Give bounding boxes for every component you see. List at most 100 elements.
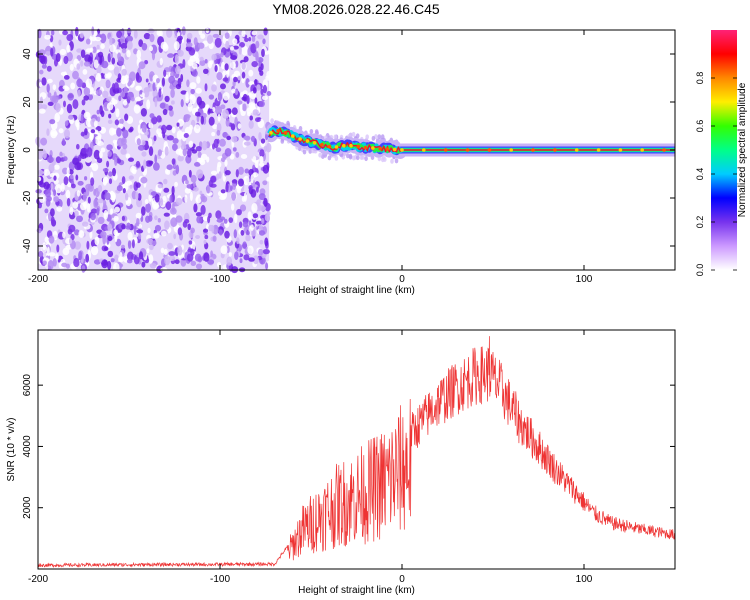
track-halo-blob [394, 158, 399, 164]
noise-blob [113, 262, 120, 273]
spectrogram-y-tick-label: 40 [22, 48, 33, 60]
noise-blob [241, 71, 246, 79]
noise-blob [108, 113, 112, 119]
spectrogram-x-tick-label: 0 [399, 274, 405, 285]
noise-blob [203, 68, 209, 75]
noise-blob [216, 129, 221, 136]
track-peak-dot [269, 130, 273, 135]
noise-blob [200, 153, 208, 161]
noise-blob [105, 79, 111, 89]
noise-blob [177, 35, 183, 41]
noise-blob [154, 193, 160, 203]
track-peak-dot [356, 144, 361, 149]
noise-blob [91, 163, 99, 172]
noise-blob [230, 55, 238, 60]
noise-blob [144, 60, 149, 65]
noise-blob [133, 29, 138, 39]
noise-blob [256, 84, 261, 92]
noise-blob [244, 37, 249, 42]
noise-blob [89, 47, 94, 53]
noise-blob [262, 84, 267, 94]
noise-blob [94, 135, 102, 145]
noise-blob [186, 79, 190, 88]
noise-blob [83, 111, 91, 120]
noise-blob [120, 148, 127, 155]
noise-blob [106, 102, 114, 111]
noise-blob [224, 32, 230, 39]
noise-blob [159, 197, 164, 206]
noise-blob [169, 109, 174, 117]
noise-blob [111, 193, 116, 203]
noise-blob [176, 122, 180, 127]
noise-blob [64, 129, 70, 139]
noise-blob [163, 69, 167, 78]
noise-blob [154, 224, 162, 232]
noise-blob [188, 240, 193, 245]
noise-blob [247, 211, 252, 221]
noise-blob [171, 203, 175, 213]
noise-blob [92, 46, 97, 54]
noise-blob [163, 187, 170, 193]
noise-blob [145, 203, 152, 213]
noise-blob [101, 259, 108, 269]
noise-blob [75, 174, 79, 181]
noise-blob [125, 193, 129, 201]
noise-blob [242, 221, 249, 228]
noise-blob [228, 217, 234, 224]
noise-blob [48, 235, 55, 244]
noise-blob [119, 36, 126, 44]
noise-blob [157, 184, 164, 189]
noise-blob [56, 206, 63, 212]
noise-blob [195, 235, 201, 239]
noise-blob [195, 111, 201, 117]
noise-blob [76, 143, 80, 150]
noise-blob [175, 215, 183, 223]
noise-blob [149, 74, 154, 82]
noise-blob [50, 128, 58, 139]
noise-blob [201, 140, 208, 151]
noise-blob [87, 196, 91, 204]
noise-blob [162, 108, 168, 116]
noise-blob [114, 206, 120, 213]
noise-blob [58, 39, 62, 46]
noise-blob [99, 33, 107, 44]
noise-blob [204, 83, 208, 92]
noise-blob [185, 180, 189, 185]
noise-blob [259, 149, 265, 158]
noise-blob [242, 103, 247, 112]
noise-blob [224, 148, 232, 157]
snr-y-tick-label: 6000 [22, 374, 33, 397]
noise-blob [255, 160, 259, 169]
noise-blob [156, 265, 164, 274]
noise-blob [121, 68, 127, 76]
noise-blob [110, 258, 115, 263]
noise-blob [44, 208, 49, 214]
noise-blob [117, 73, 122, 81]
noise-blob [93, 188, 97, 196]
noise-blob [53, 189, 57, 197]
track-peak-dot [443, 148, 448, 152]
track-halo-blob [352, 155, 356, 161]
noise-blob [103, 209, 109, 220]
colorbar-tick-label: 0.4 [695, 168, 705, 181]
noise-blob [85, 38, 91, 45]
noise-blob [261, 48, 265, 58]
noise-blob [250, 174, 254, 184]
noise-blob [252, 155, 257, 163]
noise-blob [56, 244, 60, 253]
noise-blob [46, 246, 50, 257]
noise-blob [72, 157, 80, 165]
track-halo-blob [348, 153, 353, 159]
noise-blob [188, 47, 196, 56]
noise-blob [217, 92, 223, 102]
noise-blob [251, 35, 256, 43]
noise-blob [235, 90, 238, 96]
noise-blob [164, 220, 170, 230]
noise-blob [52, 258, 57, 267]
noise-blob [246, 95, 250, 105]
noise-blob [193, 37, 198, 46]
noise-blob [260, 217, 265, 225]
noise-blob [135, 191, 139, 201]
colorbar-tick-label: 0.8 [695, 72, 705, 85]
